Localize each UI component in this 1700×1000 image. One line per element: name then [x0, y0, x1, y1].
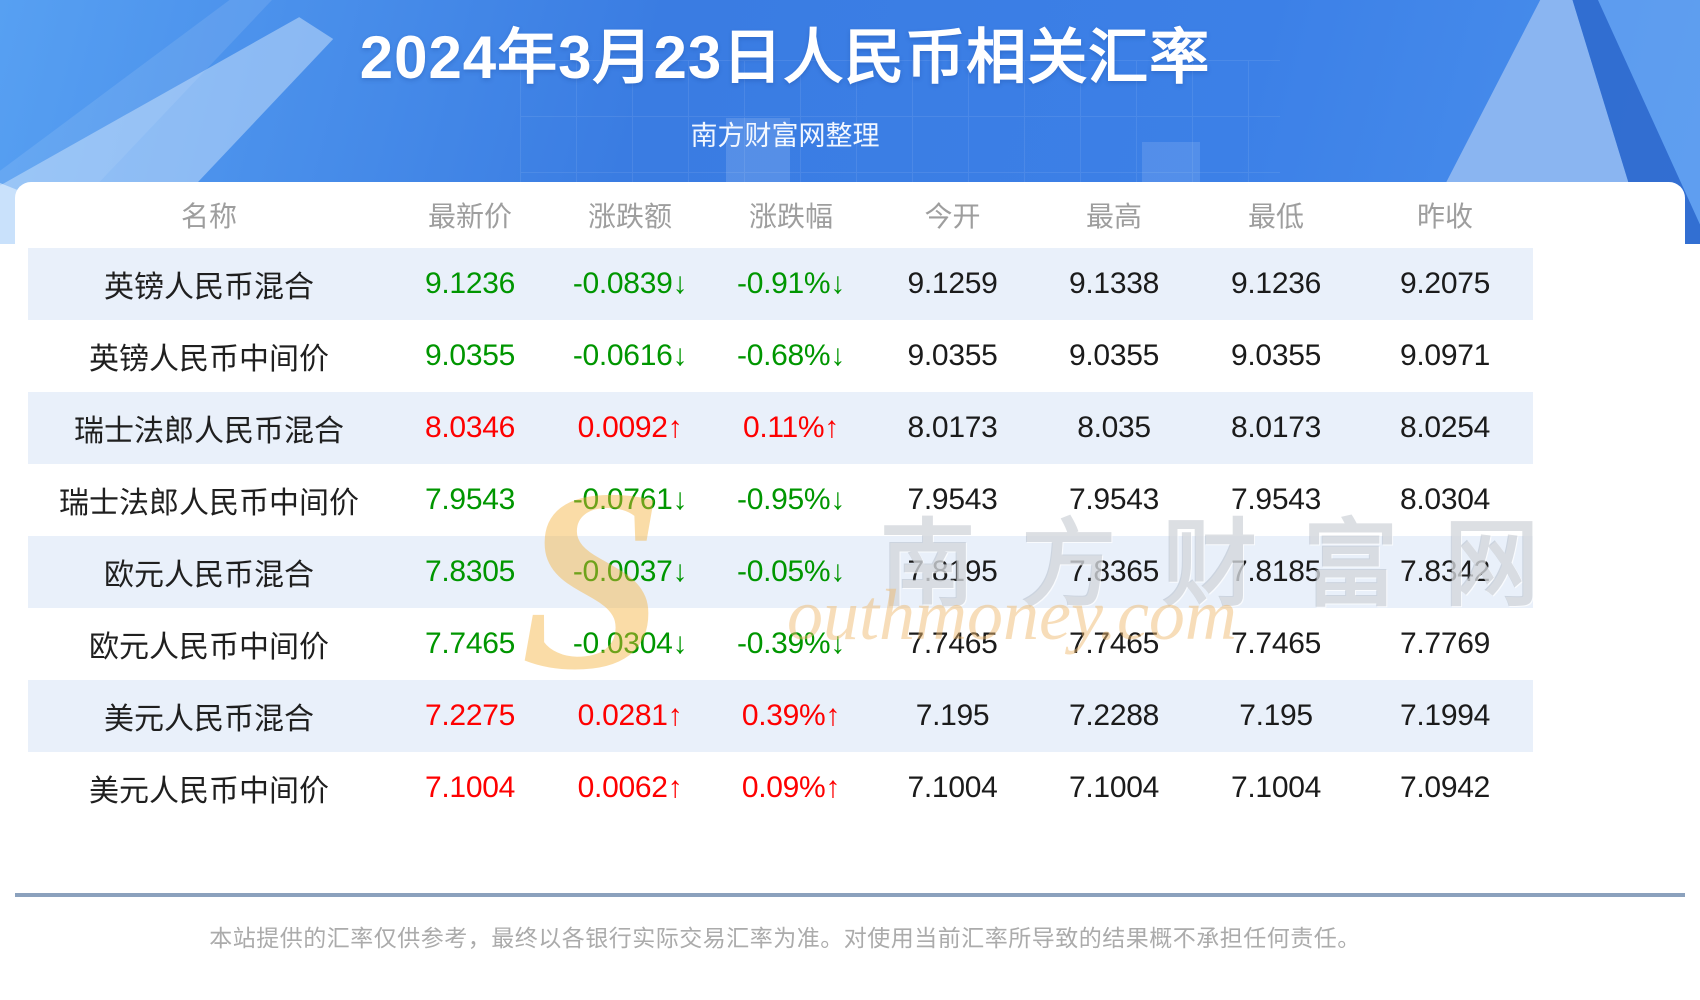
table-row: 英镑人民币中间价 9.0355 -0.0616↓ -0.68%↓ 9.0355 … [28, 320, 1533, 392]
table-row: 美元人民币混合 7.2275 0.0281↑ 0.39%↑ 7.195 7.22… [28, 680, 1533, 752]
disclaimer-text: 本站提供的汇率仅供参考，最终以各银行实际交易汇率为准。对使用当前汇率所导致的结果… [209, 925, 1361, 951]
cell-prev-close: 7.7769 [1400, 627, 1490, 660]
cell-latest-price: 7.7465 [425, 627, 515, 660]
cell-high: 7.8365 [1069, 555, 1159, 588]
table-body: 英镑人民币混合 9.1236 -0.0839↓ -0.91%↓ 9.1259 9… [28, 248, 1533, 824]
cell-prev-close: 8.0254 [1400, 411, 1490, 444]
page: 2024年3月23日人民币相关汇率 南方财富网整理 名称 最新价 涨跌额 涨跌幅… [0, 0, 1700, 953]
cell-open: 9.0355 [907, 339, 998, 372]
cell-currency-name: 美元人民币混合 [104, 703, 314, 736]
cell-change-amount: 0.0281↑ [577, 699, 683, 732]
cell-change-amount: -0.0616↓ [572, 339, 688, 372]
table-row: 欧元人民币中间价 7.7465 -0.0304↓ -0.39%↓ 7.7465 … [28, 608, 1533, 680]
cell-change-percent: 0.11%↑ [742, 411, 840, 444]
cell-change-percent: -0.95%↓ [737, 483, 845, 516]
cell-prev-close: 7.8342 [1400, 555, 1490, 588]
cell-change-amount: -0.0839↓ [572, 267, 688, 300]
cell-currency-name: 欧元人民币混合 [104, 559, 314, 592]
cell-high: 7.9543 [1069, 483, 1159, 516]
cell-change-percent: -0.39%↓ [737, 627, 845, 660]
footer-divider [15, 893, 1685, 897]
column-header-low: 最低 [1247, 201, 1304, 232]
cell-change-amount: -0.0761↓ [572, 483, 688, 516]
cell-low: 7.1004 [1231, 771, 1321, 804]
cell-open: 7.8195 [907, 555, 998, 588]
cell-prev-close: 7.0942 [1400, 771, 1490, 804]
column-header-name: 名称 [180, 201, 237, 232]
cell-low: 8.0173 [1231, 411, 1321, 444]
cell-high: 9.0355 [1069, 339, 1159, 372]
cell-change-percent: -0.05%↓ [737, 555, 845, 588]
cell-prev-close: 7.1994 [1400, 699, 1490, 732]
column-header-change-amount: 涨跌额 [587, 201, 672, 232]
column-header-prev-close: 昨收 [1416, 201, 1473, 232]
cell-change-percent: -0.68%↓ [737, 339, 845, 372]
cell-change-percent: 0.39%↑ [741, 699, 841, 732]
cell-change-amount: -0.0037↓ [572, 555, 688, 588]
cell-open: 7.9543 [907, 483, 998, 516]
cell-latest-price: 7.8305 [425, 555, 515, 588]
cell-open: 8.0173 [907, 411, 998, 444]
cell-low: 9.0355 [1231, 339, 1321, 372]
cell-currency-name: 瑞士法郎人民币中间价 [59, 487, 359, 520]
column-header-high: 最高 [1085, 201, 1142, 232]
cell-low: 7.9543 [1231, 483, 1321, 516]
cell-open: 9.1259 [907, 267, 998, 300]
rates-card: 名称 最新价 涨跌额 涨跌幅 今开 最高 最低 昨收 英镑人民币混合 9.123… [15, 182, 1685, 842]
cell-low: 7.7465 [1231, 627, 1321, 660]
cell-high: 9.1338 [1069, 267, 1159, 300]
column-header-latest-price: 最新价 [427, 201, 512, 232]
cell-change-percent: 0.09%↑ [741, 771, 841, 804]
cell-prev-close: 9.2075 [1400, 267, 1490, 300]
cell-latest-price: 9.1236 [425, 267, 515, 300]
cell-high: 7.7465 [1069, 627, 1159, 660]
page-footer: 本站提供的汇率仅供参考，最终以各银行实际交易汇率为准。对使用当前汇率所导致的结果… [0, 919, 1570, 953]
cell-change-amount: 0.0062↑ [577, 771, 683, 804]
table-row: 瑞士法郎人民币混合 8.0346 0.0092↑ 0.11%↑ 8.0173 8… [28, 392, 1533, 464]
page-title: 2024年3月23日人民币相关汇率 [359, 24, 1211, 91]
cell-latest-price: 9.0355 [425, 339, 515, 372]
column-header-change-percent: 涨跌幅 [748, 201, 833, 232]
cell-prev-close: 9.0971 [1400, 339, 1490, 372]
cell-latest-price: 8.0346 [425, 411, 515, 444]
cell-high: 8.035 [1077, 411, 1151, 444]
cell-high: 7.1004 [1069, 771, 1159, 804]
cell-low: 9.1236 [1231, 267, 1321, 300]
page-subtitle: 南方财富网整理 [690, 121, 880, 151]
table-row: 欧元人民币混合 7.8305 -0.0037↓ -0.05%↓ 7.8195 7… [28, 536, 1533, 608]
table-row: 瑞士法郎人民币中间价 7.9543 -0.0761↓ -0.95%↓ 7.954… [28, 464, 1533, 536]
cell-high: 7.2288 [1069, 699, 1159, 732]
cell-latest-price: 7.9543 [425, 483, 515, 516]
cell-change-percent: -0.91%↓ [737, 267, 845, 300]
cell-low: 7.8185 [1231, 555, 1321, 588]
cell-low: 7.195 [1239, 699, 1313, 732]
table-header-row: 名称 最新价 涨跌额 涨跌幅 今开 最高 最低 昨收 [28, 182, 1533, 248]
cell-change-amount: -0.0304↓ [572, 627, 688, 660]
cell-currency-name: 英镑人民币混合 [104, 271, 314, 304]
cell-open: 7.1004 [907, 771, 998, 804]
cell-latest-price: 7.1004 [425, 771, 515, 804]
cell-change-amount: 0.0092↑ [577, 411, 683, 444]
table-row: 英镑人民币混合 9.1236 -0.0839↓ -0.91%↓ 9.1259 9… [28, 248, 1533, 320]
cell-currency-name: 瑞士法郎人民币混合 [74, 415, 344, 448]
cell-latest-price: 7.2275 [425, 699, 515, 732]
table-row: 美元人民币中间价 7.1004 0.0062↑ 0.09%↑ 7.1004 7.… [28, 752, 1533, 824]
cell-currency-name: 英镑人民币中间价 [89, 343, 329, 376]
cell-currency-name: 美元人民币中间价 [89, 775, 329, 808]
cell-currency-name: 欧元人民币中间价 [89, 631, 329, 664]
cell-open: 7.7465 [907, 627, 998, 660]
rates-table: 名称 最新价 涨跌额 涨跌幅 今开 最高 最低 昨收 英镑人民币混合 9.123… [28, 182, 1533, 824]
cell-open: 7.195 [915, 699, 990, 732]
column-header-open: 今开 [924, 201, 981, 232]
cell-prev-close: 8.0304 [1400, 483, 1490, 516]
